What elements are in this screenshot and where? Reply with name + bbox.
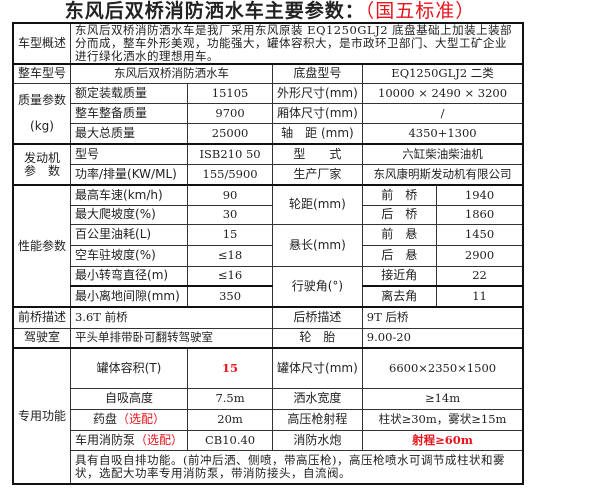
engine-label-1: 发动机 <box>24 150 61 165</box>
spec-key: 最小离地间隙(mm) <box>70 285 189 308</box>
spec-value: 柱状≥30m，雾状≥15m <box>361 408 524 431</box>
spec-key: 前 悬 <box>361 223 437 246</box>
spec-value: 11 <box>435 285 524 308</box>
spec-key: 接近角 <box>361 265 437 287</box>
overview-label: 车型概述 <box>12 22 72 65</box>
spec-key: 前 桥 <box>361 184 437 206</box>
spec-group: 悬长(mm) <box>272 223 363 267</box>
spec-key: 药盘（选配） <box>70 408 189 431</box>
spec-key: 消防水炮 <box>272 429 363 451</box>
spec-value: ≤18 <box>187 244 274 267</box>
special-label: 专用功能 <box>12 347 72 485</box>
engine-label-2: 参 数 <box>24 163 61 178</box>
spec-group: 轮距(mm) <box>272 184 363 225</box>
engine-label: 发动机参 数 <box>12 143 72 186</box>
spec-key: 空车驻坡度(%) <box>70 244 189 267</box>
cab-label: 驾驶室 <box>12 327 72 349</box>
model-value: 东风后双桥消防洒水车 <box>70 63 274 84</box>
rear-axle-value: 9T 后桥 <box>361 306 524 329</box>
spec-value: 射程≥60m <box>361 429 524 451</box>
spec-key: 外形尺寸(mm) <box>272 82 363 104</box>
spec-key: 高压枪射程 <box>272 408 363 431</box>
spec-group: 行驶角(°) <box>272 265 363 308</box>
spec-key: 型 式 <box>272 143 363 165</box>
tire-value: 9.00-20 <box>361 327 524 349</box>
spec-value: 6600×2350×1500 <box>361 347 524 389</box>
page-title: 东风后双桥消防洒水车主要参数：（国五标准） <box>0 0 540 22</box>
spec-key: 罐体尺寸(mm) <box>272 347 363 389</box>
spec-key: 整车整备质量 <box>70 102 189 124</box>
spec-value: 155/5900 <box>187 163 274 186</box>
spec-value: 20m <box>187 408 274 431</box>
special-note: 具有自吸自排功能。(前冲后洒、侧喷，带高压枪)，高压枪喷水可调节成柱状和雾状，选… <box>70 449 524 485</box>
spec-key: 车用消防泵（选配） <box>70 429 189 451</box>
spec-value: 90 <box>187 184 274 206</box>
spec-key: 后 桥 <box>361 204 437 225</box>
spec-key: 生产厂家 <box>272 163 363 186</box>
spec-table: 车型概述 东风后双桥消防洒水车是我厂采用东风原装 EQ1250GLJ2 底盘基础上… <box>12 22 525 485</box>
spec-value: 4350+1300 <box>361 122 524 145</box>
spec-value: 22 <box>435 265 524 287</box>
mass-label: 质量参数 (kg) <box>12 82 72 145</box>
tire-label: 轮 胎 <box>272 327 363 349</box>
spec-key: 功率/排量(KW/ML) <box>70 163 189 186</box>
spec-value: 9700 <box>187 102 274 124</box>
spec-value: 15105 <box>187 82 274 104</box>
spec-key: 最小转弯直径(m) <box>70 265 189 287</box>
spec-key: 轴 距 (mm) <box>272 122 363 145</box>
spec-value: ≤16 <box>187 265 274 287</box>
spec-value: 2900 <box>435 244 524 267</box>
spec-key: 后 悬 <box>361 244 437 267</box>
spec-value: 东风康明斯发动机有限公司 <box>361 163 524 186</box>
spec-value: ≥14m <box>361 387 524 410</box>
spec-value: ISB210 50 <box>187 143 274 165</box>
spec-key: 厢体尺寸(mm) <box>272 102 363 124</box>
spec-value: CB10.40 <box>187 429 274 451</box>
spec-value: 15 <box>187 347 274 389</box>
spec-value: 10000 × 2490 × 3200 <box>361 82 524 104</box>
spec-key-text: 车用消防泵 <box>75 432 136 447</box>
mass-label-text: 质量参数 <box>18 92 67 107</box>
overview-text: 东风后双桥消防洒水车是我厂采用东风原装 EQ1250GLJ2 底盘基础上加装上装… <box>70 22 524 65</box>
front-axle-value: 3.6T 前桥 <box>70 306 274 329</box>
spec-value: 30 <box>187 204 274 225</box>
rear-axle-label: 后桥描述 <box>272 306 363 329</box>
spec-value: 1860 <box>435 204 524 225</box>
optional-tag: （选配） <box>117 412 166 426</box>
front-axle-label: 前桥描述 <box>12 306 72 329</box>
optional-tag: （选配） <box>135 432 184 447</box>
spec-key: 百公里油耗(L) <box>70 223 189 246</box>
spec-key: 自吸高度 <box>70 387 189 410</box>
spec-value: 六缸柴油柴油机 <box>361 143 524 165</box>
spec-value: 350 <box>187 285 274 308</box>
spec-value: / <box>361 102 524 124</box>
title-main: 东风后双桥消防洒水车主要参数： <box>64 0 365 22</box>
title-standard: （国五标准） <box>364 0 476 22</box>
performance-label: 性能参数 <box>12 184 72 308</box>
spec-key-text: 药盘 <box>93 412 118 426</box>
chassis-label: 底盘型号 <box>272 63 363 84</box>
spec-value: 1450 <box>435 223 524 246</box>
spec-key: 离去角 <box>361 285 437 308</box>
spec-key: 洒水宽度 <box>272 387 363 410</box>
spec-key: 最大爬坡度(%) <box>70 204 189 225</box>
spec-value: 7.5m <box>187 387 274 410</box>
chassis-value: EQ1250GLJ2 二类 <box>361 63 524 84</box>
spec-key: 最高车速(km/h) <box>70 184 189 206</box>
spec-key: 最大总质量 <box>70 122 189 145</box>
spec-value: 25000 <box>187 122 274 145</box>
spec-key: 型号 <box>70 143 189 165</box>
cab-value: 平头单排带卧可翻转驾驶室 <box>70 327 274 349</box>
spec-value: 1940 <box>435 184 524 206</box>
spec-value: 15 <box>187 223 274 246</box>
mass-unit: (kg) <box>30 118 54 133</box>
spec-key: 罐体容积(T) <box>70 347 189 389</box>
model-label: 整车型号 <box>12 63 72 84</box>
spec-key: 额定装载质量 <box>70 82 189 104</box>
